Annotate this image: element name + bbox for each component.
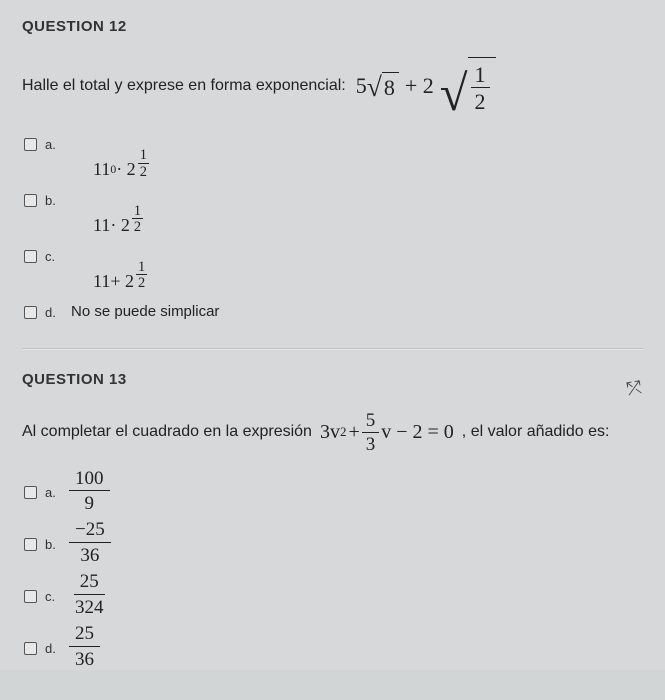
q12-coef1: 5 [356,73,367,99]
q12-option-c[interactable]: c. [24,247,643,264]
q12-plus: + 2 [405,73,434,99]
question-13-header: QUESTION 13 [22,371,643,388]
checkbox-icon[interactable] [24,250,37,263]
option-label: a. [45,137,61,152]
option-label: d. [45,641,61,656]
q12-option-d-text: No se puede simplicar [71,303,219,320]
option-label: c. [45,249,61,264]
q13-options: a. 100 9 b. −25 36 c. 25 324 [24,469,643,671]
checkbox-icon[interactable] [24,194,37,207]
q12-options: a. 110 · 2 1 2 b. 11 · 2 1 [24,135,643,319]
q13-option-c[interactable]: c. 25 324 [24,572,643,618]
q13-option-a[interactable]: a. 100 9 [24,469,643,515]
q12-prompt-text: Halle el total y exprese en forma expone… [22,77,346,95]
q12-rad1: 8 [382,72,399,101]
question-12-prompt: Halle el total y exprese en forma expone… [22,57,643,115]
q13-c-frac: 25 324 [69,572,110,618]
q12-expression: 5 √ 8 + 2 √ 1 2 [356,57,496,115]
checkbox-icon[interactable] [24,306,37,319]
separator [22,348,643,349]
q13-d-frac: 25 36 [69,624,100,670]
checkbox-icon[interactable] [24,538,37,551]
q12-option-c-value: 11 + 2 1 2 [24,266,643,297]
q12-option-a[interactable]: a. [24,135,643,152]
q12-option-b[interactable]: b. [24,191,643,208]
option-label: d. [45,305,61,320]
option-label: b. [45,537,61,552]
q12-option-b-value: 11 · 2 1 2 [24,210,643,241]
q13-expression: 3v2 + 5 3 v − 2 = 0 [320,410,454,455]
option-label: b. [45,193,61,208]
q13-option-d[interactable]: d. 25 36 [24,624,643,670]
checkbox-icon[interactable] [24,138,37,151]
q12-frac: 1 2 [471,62,490,113]
sqrt-icon: √ 1 2 [440,57,496,115]
cursor-icon: ⤱ [625,377,643,400]
checkbox-icon[interactable] [24,486,37,499]
q13-a-frac: 100 9 [69,469,110,515]
q13-b-frac: −25 36 [69,520,111,566]
checkbox-icon[interactable] [24,590,37,603]
sqrt-icon: √ 8 [367,72,399,101]
question-12-header: QUESTION 12 [22,18,643,35]
q13-prompt-after: , el valor añadido es: [462,423,610,441]
option-label: c. [45,589,61,604]
q13-option-b[interactable]: b. −25 36 [24,520,643,566]
q12-option-d[interactable]: d. No se puede simplicar [24,303,643,320]
q12-option-a-value: 110 · 2 1 2 [24,154,643,185]
q13-prompt-before: Al completar el cuadrado en la expresión [22,423,312,441]
option-label: a. [45,485,61,500]
checkbox-icon[interactable] [24,642,37,655]
question-13-prompt: Al completar el cuadrado en la expresión… [22,410,643,455]
